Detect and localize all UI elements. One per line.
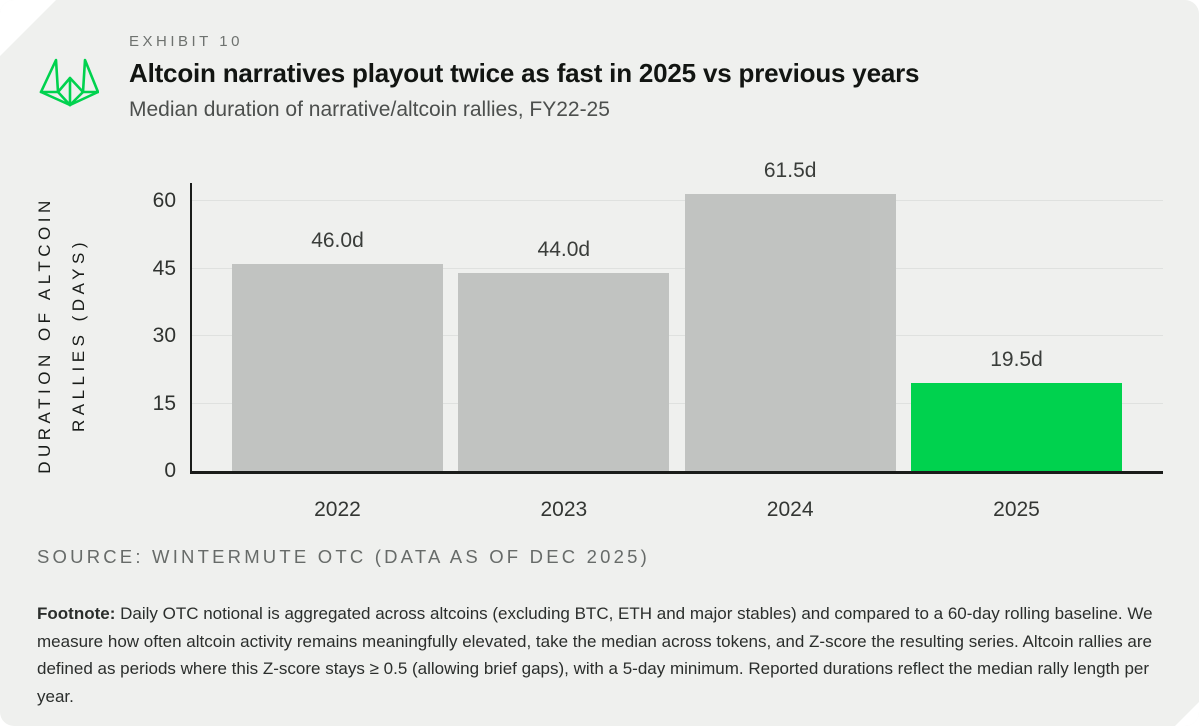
y-axis-label-line1: DURATION OF ALTCOIN [35,196,54,474]
x-tick-2024: 2024 [766,498,814,521]
gridline-15 [192,402,1163,404]
footnote: Footnote: Daily OTC notional is aggregat… [37,600,1167,710]
bar-2023 [458,273,670,471]
page-title: Altcoin narratives playout twice as fast… [129,58,920,88]
y-tick-30: 30 [152,324,176,347]
x-tick-2023: 2023 [540,498,588,521]
y-axis-label-line2: RALLIES (DAYS) [69,238,88,433]
gridline-45 [192,267,1163,269]
wintermute-logo-icon [39,58,99,107]
bar-value-label-2023: 44.0d [537,238,591,261]
chart-header: EXHIBIT 10 Altcoin narratives playout tw… [129,33,919,122]
bar-2025 [911,383,1122,471]
bar-2024 [684,194,896,471]
y-tick-60: 60 [152,189,176,212]
y-tick-15: 15 [152,391,176,415]
gridline-60 [192,200,1163,201]
exhibit-label: EXHIBIT 10 [129,33,243,50]
x-tick-2022: 2022 [314,498,361,521]
footnote-label: Footnote: [37,604,116,623]
bar-value-label-2022: 46.0d [311,229,364,252]
footnote-text: Daily OTC notional is aggregated across … [37,604,1153,706]
y-tick-0: 0 [164,459,176,482]
y-axis-label: DURATION OF ALTCOIN RALLIES (DAYS) [28,185,96,485]
bar-2022 [232,264,443,471]
bar-value-label-2024: 61.5d [763,159,817,183]
page-subtitle: Median duration of narrative/altcoin ral… [129,98,610,121]
bar-value-label-2025: 19.5d [990,348,1043,372]
gridline-30 [192,335,1163,336]
corner-cut-bottom-right [1175,702,1199,726]
plot-area: 0 15 30 45 60 46.0d 2022 44.0d 2023 61.5d 2024 19.5… [153,160,1163,521]
corner-cut-top-left [0,0,56,56]
y-tick-45: 45 [152,256,176,280]
x-tick-2025: 2025 [993,498,1040,521]
source-line: SOURCE: WINTERMUTE OTC (DATA AS OF DEC 2… [37,546,650,567]
